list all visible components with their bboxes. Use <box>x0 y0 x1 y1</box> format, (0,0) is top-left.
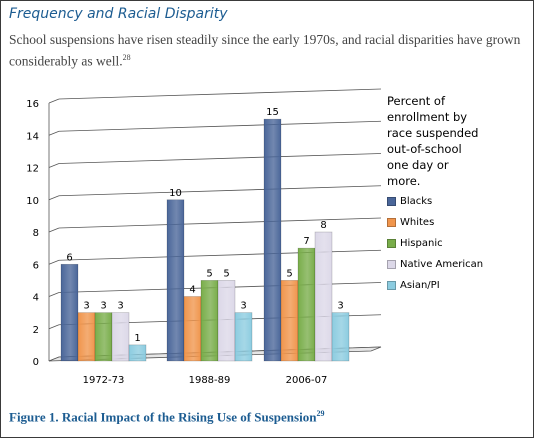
legend-item: Asian/PI <box>387 275 483 296</box>
data-label: 3 <box>117 301 123 312</box>
legend-swatch <box>387 218 396 227</box>
legend-label: Hispanic <box>400 238 443 249</box>
legend-title: Percent of enrollment by race suspended … <box>387 94 479 188</box>
legend-item: Whites <box>387 212 483 233</box>
gridline-depth <box>48 163 60 168</box>
bar-blacks-1972-73 <box>60 263 79 362</box>
legend-swatch <box>387 260 396 269</box>
gridline-depth <box>48 259 60 265</box>
data-label: 5 <box>206 268 212 279</box>
bar-native-american-1988-89 <box>217 280 236 362</box>
bar-blacks-2006-07 <box>263 118 282 362</box>
legend-swatch <box>387 197 396 206</box>
chart-legend: Blacks Whites Hispanic Native American Asian… <box>387 191 483 296</box>
data-label: 1 <box>134 333 140 344</box>
bar-whites-2006-07 <box>280 280 299 362</box>
data-label: 8 <box>320 220 326 231</box>
gridline-depth <box>48 324 60 330</box>
data-label: 3 <box>337 301 343 312</box>
bar-blacks-1988-89 <box>166 199 185 362</box>
gridline-depth <box>48 130 60 136</box>
bar-hispanic-2006-07 <box>297 247 316 362</box>
legend-label: Native American <box>400 259 484 270</box>
y-tick-label: 8 <box>33 228 39 239</box>
data-label: 5 <box>286 268 292 279</box>
gridline-depth <box>48 195 60 201</box>
gridline-depth <box>48 292 60 297</box>
legend-item: Hispanic <box>387 233 483 254</box>
data-label: 10 <box>169 188 182 199</box>
y-tick-label: 10 <box>26 196 39 207</box>
y-tick-label: 2 <box>33 325 39 336</box>
data-label: 15 <box>266 107 279 118</box>
lead-paragraph: School suspensions have risen steadily s… <box>9 31 529 71</box>
caption-footnote-ref: 29 <box>316 409 325 418</box>
x-tick-label: 1972-73 <box>83 375 125 386</box>
bar-hispanic-1988-89 <box>200 280 219 362</box>
y-tick-label: 14 <box>26 131 39 142</box>
gridline <box>58 185 382 197</box>
gridline <box>58 120 382 132</box>
y-tick-label: 4 <box>33 293 39 304</box>
legend-item: Blacks <box>387 191 483 212</box>
data-label: 3 <box>240 301 246 312</box>
legend-label: Asian/PI <box>400 280 440 291</box>
lead-text: School suspensions have risen steadily s… <box>9 32 521 69</box>
data-label: 6 <box>66 252 72 263</box>
gridline <box>58 217 382 229</box>
figure-caption: Figure 1. Racial Impact of the Rising Us… <box>9 409 324 425</box>
data-label: 3 <box>83 301 89 312</box>
section-heading: Frequency and Racial Disparity <box>9 6 228 22</box>
bar-asian-pi-1988-89 <box>234 312 253 362</box>
x-tick-label: 1988-89 <box>189 375 231 386</box>
gridline <box>58 153 382 164</box>
legend-item: Native American <box>387 254 483 275</box>
bar-asian-pi-2006-07 <box>331 312 350 362</box>
bar-native-american-1972-73 <box>111 312 130 362</box>
lead-footnote-ref: 28 <box>122 53 131 62</box>
caption-text: Figure 1. Racial Impact of the Rising Us… <box>9 409 317 425</box>
bar-native-american-2006-07 <box>314 231 333 362</box>
legend-swatch <box>387 281 396 290</box>
data-label: 7 <box>303 236 309 247</box>
y-tick-label: 6 <box>33 260 39 271</box>
x-tick-label: 2006-07 <box>286 375 328 386</box>
bar-hispanic-1972-73 <box>94 312 113 362</box>
bar-whites-1988-89 <box>183 296 202 362</box>
legend-label: Whites <box>400 217 435 228</box>
y-tick-label: 12 <box>26 164 39 175</box>
gridline <box>58 249 382 261</box>
bar-asian-pi-1972-73 <box>128 344 147 362</box>
y-tick-label: 0 <box>33 357 39 368</box>
gridline-depth <box>48 98 60 104</box>
gridline-depth <box>48 227 60 233</box>
bar-whites-1972-73 <box>77 312 96 362</box>
legend-swatch <box>387 239 396 248</box>
data-label: 5 <box>223 268 229 279</box>
y-tick-label: 16 <box>26 99 39 110</box>
data-label: 3 <box>100 301 106 312</box>
legend-label: Blacks <box>400 196 433 207</box>
data-label: 4 <box>189 285 195 296</box>
gridline <box>58 88 382 100</box>
